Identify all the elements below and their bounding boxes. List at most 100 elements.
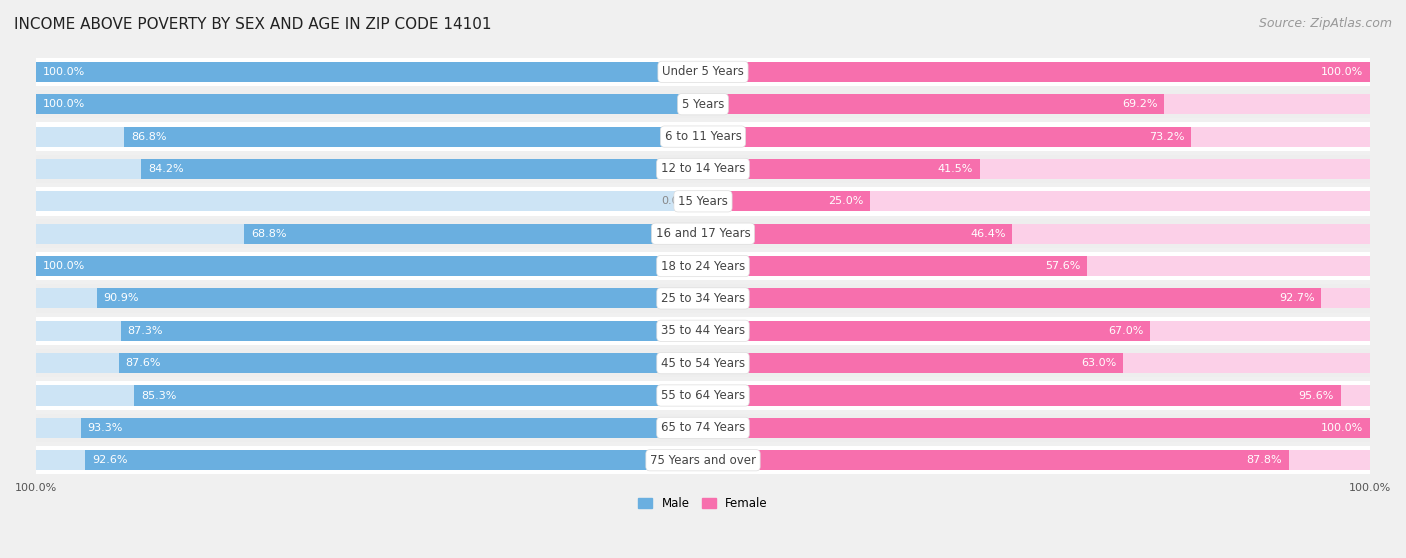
Bar	[703, 450, 1369, 470]
Bar	[703, 353, 1123, 373]
Bar	[703, 321, 1150, 341]
Bar	[37, 252, 1369, 280]
Bar	[703, 62, 1369, 82]
Text: 57.6%: 57.6%	[1045, 261, 1080, 271]
Bar	[142, 159, 703, 179]
Text: INCOME ABOVE POVERTY BY SEX AND AGE IN ZIP CODE 14101: INCOME ABOVE POVERTY BY SEX AND AGE IN Z…	[14, 17, 492, 32]
Bar	[37, 90, 1369, 118]
Bar	[37, 446, 1369, 474]
Bar	[37, 288, 703, 309]
Bar	[703, 159, 1369, 179]
Text: 100.0%: 100.0%	[42, 99, 84, 109]
Bar	[703, 94, 1164, 114]
Text: 18 to 24 Years: 18 to 24 Years	[661, 259, 745, 272]
Bar	[37, 224, 703, 244]
Text: 92.6%: 92.6%	[93, 455, 128, 465]
Bar	[37, 256, 703, 276]
Bar	[245, 224, 703, 244]
Text: 6 to 11 Years: 6 to 11 Years	[665, 130, 741, 143]
Text: 25.0%: 25.0%	[828, 196, 863, 206]
Bar	[37, 62, 703, 82]
Bar	[37, 191, 703, 211]
Bar	[703, 353, 1369, 373]
Text: 65 to 74 Years: 65 to 74 Years	[661, 421, 745, 434]
Bar	[37, 122, 1369, 151]
Text: 15 Years: 15 Years	[678, 195, 728, 208]
Text: 46.4%: 46.4%	[970, 229, 1005, 239]
Text: 12 to 14 Years: 12 to 14 Years	[661, 162, 745, 175]
Bar	[703, 159, 980, 179]
Bar	[703, 94, 1369, 114]
Text: 92.7%: 92.7%	[1279, 294, 1315, 304]
Bar	[703, 288, 1322, 309]
Text: Source: ZipAtlas.com: Source: ZipAtlas.com	[1258, 17, 1392, 30]
Bar	[703, 127, 1369, 147]
Bar	[703, 256, 1369, 276]
Bar	[703, 386, 1340, 406]
Bar	[37, 62, 703, 82]
Bar	[37, 316, 1369, 345]
Text: 100.0%: 100.0%	[42, 261, 84, 271]
Bar	[703, 62, 1369, 82]
Bar	[37, 159, 703, 179]
Text: 93.3%: 93.3%	[87, 423, 122, 433]
Bar	[37, 321, 703, 341]
Bar	[121, 321, 703, 341]
Bar	[703, 418, 1369, 438]
Text: 0.0%: 0.0%	[661, 196, 690, 206]
Text: 87.8%: 87.8%	[1246, 455, 1282, 465]
Text: 84.2%: 84.2%	[148, 164, 184, 174]
Text: 16 and 17 Years: 16 and 17 Years	[655, 227, 751, 240]
Bar	[37, 284, 1369, 312]
Bar	[37, 127, 703, 147]
Text: Under 5 Years: Under 5 Years	[662, 65, 744, 78]
Text: 87.3%: 87.3%	[128, 326, 163, 336]
Bar	[703, 256, 1087, 276]
Bar	[37, 94, 703, 114]
Text: 35 to 44 Years: 35 to 44 Years	[661, 324, 745, 337]
Bar	[703, 450, 1288, 470]
Bar	[703, 321, 1369, 341]
Bar	[37, 418, 703, 438]
Text: 85.3%: 85.3%	[141, 391, 176, 401]
Bar	[37, 381, 1369, 410]
Bar	[703, 224, 1369, 244]
Text: 45 to 54 Years: 45 to 54 Years	[661, 357, 745, 369]
Bar	[37, 94, 703, 114]
Bar	[703, 386, 1369, 406]
Bar	[703, 224, 1012, 244]
Text: 5 Years: 5 Years	[682, 98, 724, 110]
Bar	[37, 349, 1369, 377]
Text: 95.6%: 95.6%	[1299, 391, 1334, 401]
Bar	[124, 127, 703, 147]
Bar	[703, 418, 1369, 438]
Text: 100.0%: 100.0%	[1322, 423, 1364, 433]
Text: 55 to 64 Years: 55 to 64 Years	[661, 389, 745, 402]
Text: 100.0%: 100.0%	[1322, 67, 1364, 77]
Bar	[37, 219, 1369, 248]
Bar	[97, 288, 703, 309]
Bar	[37, 450, 703, 470]
Bar	[37, 57, 1369, 86]
Bar	[703, 191, 1369, 211]
Text: 67.0%: 67.0%	[1108, 326, 1143, 336]
Bar	[86, 450, 703, 470]
Bar	[37, 353, 703, 373]
Text: 25 to 34 Years: 25 to 34 Years	[661, 292, 745, 305]
Bar	[37, 187, 1369, 215]
Bar	[134, 386, 703, 406]
Text: 41.5%: 41.5%	[938, 164, 973, 174]
Text: 63.0%: 63.0%	[1081, 358, 1116, 368]
Text: 86.8%: 86.8%	[131, 132, 166, 142]
Bar	[703, 288, 1369, 309]
Bar	[37, 413, 1369, 442]
Bar	[37, 386, 703, 406]
Text: 68.8%: 68.8%	[250, 229, 287, 239]
Bar	[37, 256, 703, 276]
Text: 87.6%: 87.6%	[125, 358, 160, 368]
Bar	[703, 127, 1191, 147]
Bar	[703, 191, 870, 211]
Text: 100.0%: 100.0%	[42, 67, 84, 77]
Bar	[37, 155, 1369, 183]
Bar	[80, 418, 703, 438]
